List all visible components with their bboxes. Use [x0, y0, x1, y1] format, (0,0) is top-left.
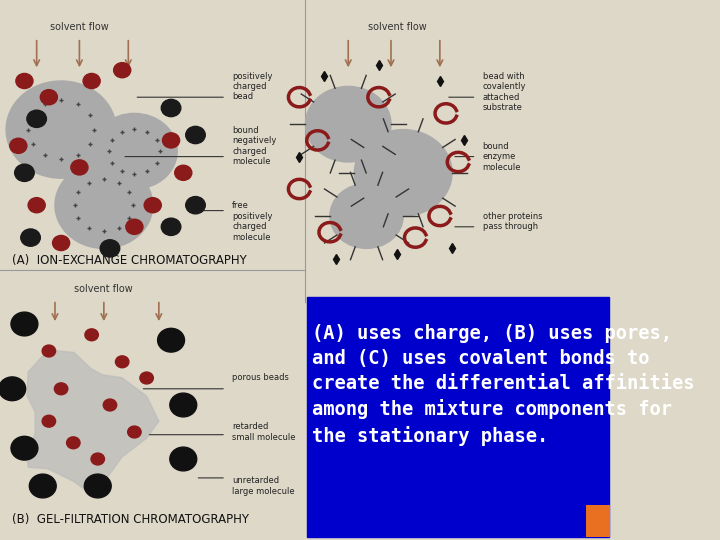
Circle shape	[27, 110, 46, 127]
Circle shape	[83, 73, 100, 89]
Circle shape	[158, 328, 184, 352]
Circle shape	[85, 329, 99, 341]
Circle shape	[0, 377, 26, 401]
Circle shape	[53, 235, 70, 251]
Circle shape	[14, 164, 35, 181]
Circle shape	[71, 160, 88, 175]
Circle shape	[42, 415, 55, 427]
Circle shape	[161, 99, 181, 117]
Bar	[587, 505, 610, 537]
Text: (B)  GEL-FILTRATION CHROMATOGRAPHY: (B) GEL-FILTRATION CHROMATOGRAPHY	[12, 514, 249, 526]
Text: solvent flow: solvent flow	[74, 284, 133, 294]
Text: retarded
small molecule: retarded small molecule	[232, 422, 296, 442]
Circle shape	[305, 86, 391, 162]
Circle shape	[115, 356, 129, 368]
Text: free
positively
charged
molecule: free positively charged molecule	[232, 201, 273, 241]
Circle shape	[10, 138, 27, 153]
Circle shape	[28, 198, 45, 213]
Circle shape	[16, 73, 33, 89]
Circle shape	[140, 372, 153, 384]
Circle shape	[100, 240, 120, 257]
Text: bound
enzyme
molecule: bound enzyme molecule	[482, 141, 521, 172]
Text: (A)  ION-EXCHANGE CHROMATOGRAPHY: (A) ION-EXCHANGE CHROMATOGRAPHY	[12, 254, 247, 267]
Circle shape	[170, 447, 197, 471]
FancyBboxPatch shape	[307, 297, 609, 537]
Circle shape	[126, 219, 143, 234]
Text: solvent flow: solvent flow	[50, 22, 109, 32]
Circle shape	[127, 426, 141, 438]
Circle shape	[354, 130, 452, 216]
Circle shape	[91, 453, 104, 465]
Circle shape	[186, 126, 205, 144]
Circle shape	[175, 165, 192, 180]
Text: bound
negatively
charged
molecule: bound negatively charged molecule	[232, 126, 276, 166]
Text: bead with
covalently
attached
substrate: bead with covalently attached substrate	[482, 72, 526, 112]
Circle shape	[40, 90, 58, 105]
Polygon shape	[27, 350, 159, 495]
Circle shape	[55, 383, 68, 395]
Circle shape	[170, 393, 197, 417]
Circle shape	[6, 81, 116, 178]
Circle shape	[66, 437, 80, 449]
Text: (A) uses charge, (B) uses pores,
and (C) uses covalent bonds to
create the diffe: (A) uses charge, (B) uses pores, and (C)…	[312, 324, 694, 446]
Circle shape	[114, 63, 131, 78]
Circle shape	[11, 436, 38, 460]
Circle shape	[55, 162, 153, 248]
Text: solvent flow: solvent flow	[368, 22, 426, 32]
Circle shape	[144, 198, 161, 213]
Text: unretarded
large molecule: unretarded large molecule	[232, 476, 294, 496]
Text: other proteins
pass through: other proteins pass through	[482, 212, 542, 231]
Circle shape	[11, 312, 38, 336]
Circle shape	[161, 218, 181, 235]
Text: (C)  AFFINITY CHROMATOGRAPHY: (C) AFFINITY CHROMATOGRAPHY	[307, 319, 503, 332]
Text: porous beads: porous beads	[232, 374, 289, 382]
Circle shape	[91, 113, 177, 189]
Circle shape	[30, 474, 56, 498]
Circle shape	[186, 197, 205, 214]
Circle shape	[163, 133, 179, 148]
Circle shape	[103, 399, 117, 411]
Circle shape	[42, 345, 55, 357]
Circle shape	[21, 229, 40, 246]
Text: positively
charged
bead: positively charged bead	[232, 71, 273, 102]
Circle shape	[84, 474, 111, 498]
Circle shape	[330, 184, 403, 248]
